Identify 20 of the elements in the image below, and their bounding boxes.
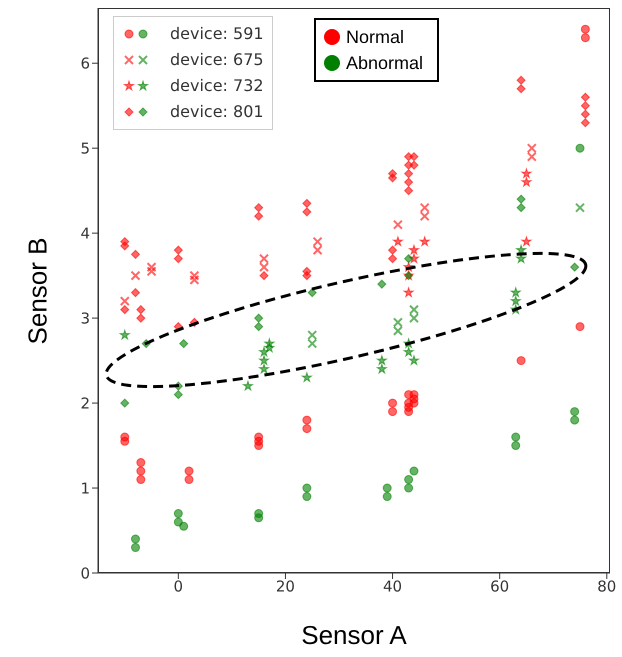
x-tick-label: 80 <box>597 578 616 596</box>
x-tick-label: 40 <box>383 578 402 596</box>
y-tick-label: 4 <box>80 224 90 242</box>
y-tick-label: 2 <box>80 394 90 412</box>
y-tick-label: 3 <box>80 309 90 328</box>
legend-label: device: 732 <box>170 75 264 97</box>
legend-label: device: 591 <box>170 23 264 45</box>
legend-label: device: 675 <box>170 49 264 71</box>
y-tick-label: 6 <box>80 54 90 73</box>
y-axis-title: Sensor B <box>22 237 54 344</box>
legend-label: device: 801 <box>170 101 264 123</box>
x-axis-title: Sensor A <box>300 620 408 651</box>
x-tick-label: 20 <box>276 578 295 596</box>
y-tick-label: 0 <box>80 564 90 582</box>
annotation: Abnormal <box>346 52 424 75</box>
annotation: Normal <box>346 26 404 49</box>
y-tick-label: 5 <box>80 140 90 158</box>
y-tick-label: 1 <box>80 479 90 498</box>
x-tick-label: 60 <box>490 578 510 596</box>
x-tick-label: 0 <box>174 578 184 596</box>
